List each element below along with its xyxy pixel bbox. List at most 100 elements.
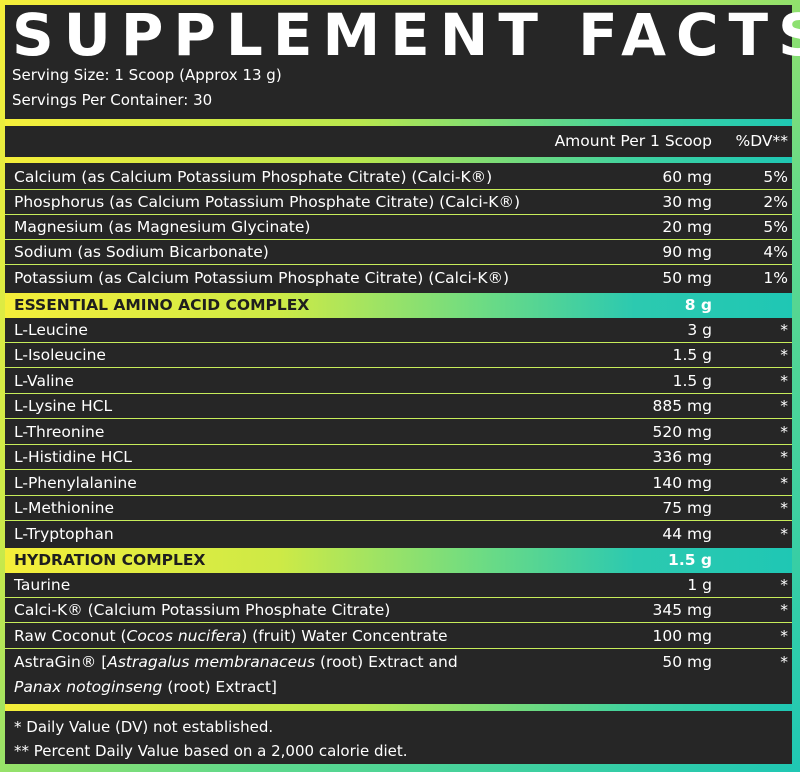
section-name: ESSENTIAL AMINO ACID COMPLEX	[14, 296, 310, 314]
nutrient-dv: *	[780, 474, 788, 492]
nutrient-row: Potassium (as Calcium Potassium Phosphat…	[5, 266, 792, 291]
nutrient-name: Sodium (as Sodium Bicarbonate)	[14, 243, 269, 261]
dv-header: %DV**	[735, 132, 789, 150]
nutrient-dv: *	[780, 576, 788, 594]
coconut-text: Raw Coconut (	[14, 627, 127, 645]
nutrient-name: L-Leucine	[14, 321, 88, 339]
coconut-text-end: ) (fruit) Water Concentrate	[241, 627, 448, 645]
nutrient-amount: 44 mg	[662, 525, 712, 543]
top-divider	[5, 119, 792, 126]
nutrient-name: L-Tryptophan	[14, 525, 114, 543]
nutrient-row: L-Histidine HCL 336 mg *	[5, 445, 792, 470]
nutrient-name: L-Lysine HCL	[14, 397, 113, 415]
nutrient-name: Magnesium (as Magnesium Glycinate)	[14, 218, 311, 236]
nutrient-dv: *	[780, 448, 788, 466]
astragin-latin-1: Astragalus membranaceus	[107, 653, 316, 671]
nutrient-name: L-Methionine	[14, 499, 115, 517]
nutrient-amount: 100 mg	[652, 627, 712, 645]
section-amount: 8 g	[684, 296, 712, 314]
nutrient-amount: 1.5 g	[672, 372, 712, 390]
nutrient-amount: 3 g	[687, 321, 712, 339]
nutrient-amount: 520 mg	[652, 423, 712, 441]
nutrient-dv: *	[780, 653, 788, 671]
nutrient-row-continued: Panax notoginseng (root) Extract]	[5, 675, 792, 700]
footnote-dv: * Daily Value (DV) not established.	[14, 718, 274, 736]
nutrient-row: L-Methionine 75 mg *	[5, 496, 792, 521]
nutrient-name: L-Histidine HCL	[14, 448, 132, 466]
nutrient-row: L-Leucine 3 g *	[5, 318, 792, 343]
nutrient-name: Raw Coconut (Cocos nucifera) (fruit) Wat…	[14, 624, 448, 649]
nutrient-row: L-Phenylalanine 140 mg *	[5, 471, 792, 496]
nutrient-row: Raw Coconut (Cocos nucifera) (fruit) Wat…	[5, 624, 792, 649]
eaa-complex-header: ESSENTIAL AMINO ACID COMPLEX 8 g	[5, 293, 792, 318]
nutrient-dv: *	[780, 525, 788, 543]
nutrient-name: Calcium (as Calcium Potassium Phosphate …	[14, 168, 493, 186]
nutrient-amount: 885 mg	[652, 397, 712, 415]
nutrient-amount: 30 mg	[662, 193, 712, 211]
section-amount: 1.5 g	[668, 551, 712, 569]
header-divider	[5, 157, 792, 163]
nutrient-name: L-Valine	[14, 372, 74, 390]
nutrient-row: Calcium (as Calcium Potassium Phosphate …	[5, 165, 792, 190]
nutrient-name: L-Isoleucine	[14, 346, 106, 364]
nutrient-dv: 2%	[763, 193, 788, 211]
nutrient-dv: 5%	[763, 218, 788, 236]
nutrient-row: L-Lysine HCL 885 mg *	[5, 394, 792, 419]
nutrient-row: Taurine 1 g *	[5, 573, 792, 598]
panel-title: SUPPLEMENT FACTS	[12, 1, 800, 69]
nutrient-row: L-Tryptophan 44 mg *	[5, 522, 792, 547]
nutrient-dv: 4%	[763, 243, 788, 261]
bottom-divider	[5, 704, 792, 711]
serving-size: Serving Size: 1 Scoop (Approx 13 g)	[12, 66, 282, 84]
nutrient-row: Sodium (as Sodium Bicarbonate) 90 mg 4%	[5, 240, 792, 265]
nutrient-row: Calci-K® (Calcium Potassium Phosphate Ci…	[5, 598, 792, 623]
nutrient-name-continued: Panax notoginseng (root) Extract]	[14, 675, 277, 700]
nutrient-amount: 50 mg	[662, 653, 712, 671]
column-header-row: Amount Per 1 Scoop %DV**	[5, 129, 792, 154]
nutrient-dv: 1%	[763, 269, 788, 287]
nutrient-row: Magnesium (as Magnesium Glycinate) 20 mg…	[5, 215, 792, 240]
nutrient-dv: *	[780, 321, 788, 339]
nutrient-name: Taurine	[14, 576, 71, 594]
nutrient-dv: *	[780, 601, 788, 619]
nutrient-name: L-Threonine	[14, 423, 105, 441]
footnote-percent: ** Percent Daily Value based on a 2,000 …	[14, 742, 408, 760]
nutrient-dv: *	[780, 372, 788, 390]
hydration-complex-header: HYDRATION COMPLEX 1.5 g	[5, 548, 792, 573]
nutrient-name: Phosphorus (as Calcium Potassium Phospha…	[14, 193, 520, 211]
nutrient-row: L-Valine 1.5 g *	[5, 369, 792, 394]
astragin-latin-2: Panax notoginseng	[14, 678, 163, 696]
nutrient-amount: 1 g	[687, 576, 712, 594]
nutrient-row: Phosphorus (as Calcium Potassium Phospha…	[5, 190, 792, 215]
nutrient-dv: *	[780, 627, 788, 645]
nutrient-name: L-Phenylalanine	[14, 474, 137, 492]
section-name: HYDRATION COMPLEX	[14, 551, 206, 569]
nutrient-row: AstraGin® [Astragalus membranaceus (root…	[5, 650, 792, 675]
nutrient-dv: *	[780, 499, 788, 517]
nutrient-dv: *	[780, 397, 788, 415]
nutrient-amount: 90 mg	[662, 243, 712, 261]
supplement-facts-panel	[5, 5, 792, 764]
nutrient-amount: 1.5 g	[672, 346, 712, 364]
nutrient-amount: 60 mg	[662, 168, 712, 186]
coconut-latin: Cocos nucifera	[126, 627, 242, 645]
nutrient-amount: 336 mg	[652, 448, 712, 466]
nutrient-dv: *	[780, 423, 788, 441]
nutrient-amount: 140 mg	[652, 474, 712, 492]
nutrient-dv: *	[780, 346, 788, 364]
nutrient-dv: 5%	[763, 168, 788, 186]
nutrient-row: L-Isoleucine 1.5 g *	[5, 343, 792, 368]
nutrient-amount: 50 mg	[662, 269, 712, 287]
amount-header: Amount Per 1 Scoop	[554, 132, 712, 150]
nutrient-amount: 75 mg	[662, 499, 712, 517]
nutrient-amount: 20 mg	[662, 218, 712, 236]
astragin-text-mid: (root) Extract and	[315, 653, 458, 671]
astragin-text-end: (root) Extract]	[162, 678, 277, 696]
nutrient-name: Potassium (as Calcium Potassium Phosphat…	[14, 269, 510, 287]
nutrient-amount: 345 mg	[652, 601, 712, 619]
nutrient-row: L-Threonine 520 mg *	[5, 420, 792, 445]
astragin-text: AstraGin® [	[14, 653, 108, 671]
servings-per-container: Servings Per Container: 30	[12, 91, 213, 109]
nutrient-name: AstraGin® [Astragalus membranaceus (root…	[14, 650, 458, 675]
nutrient-name: Calci-K® (Calcium Potassium Phosphate Ci…	[14, 601, 391, 619]
